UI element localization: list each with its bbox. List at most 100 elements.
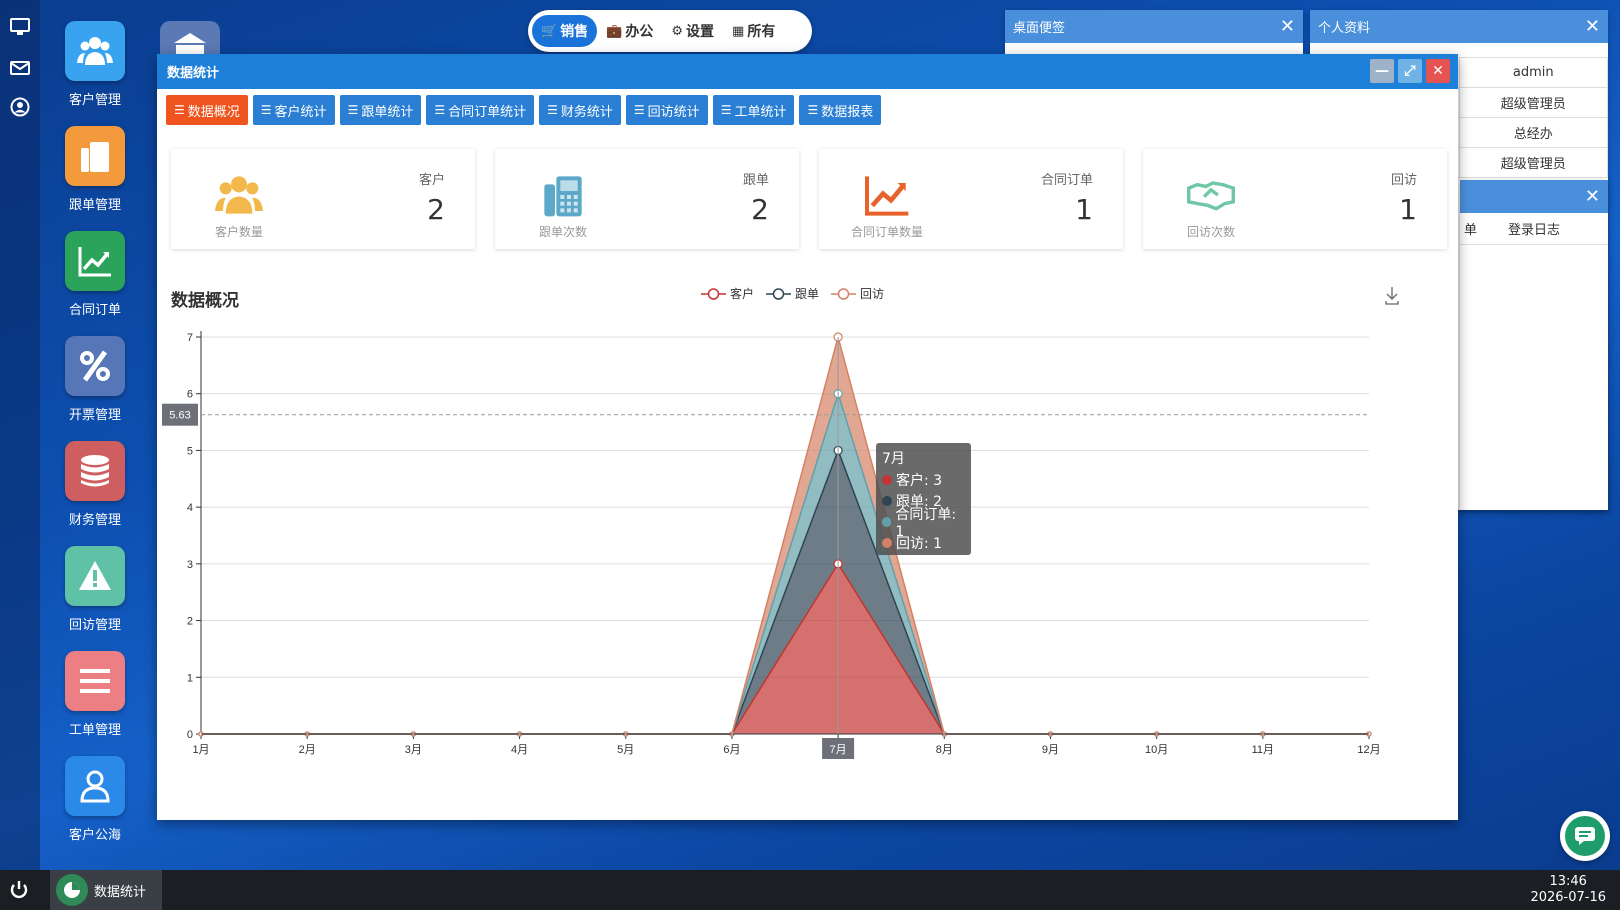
mail-icon[interactable]: [10, 58, 30, 78]
tab-7[interactable]: ☰ 工单统计: [712, 95, 795, 125]
desktop-icon-3[interactable]: 合同订单: [62, 231, 128, 318]
users-icon: [65, 21, 125, 81]
tab-4[interactable]: ☰ 合同订单统计: [426, 95, 535, 125]
log-tab-orders[interactable]: 单: [1464, 223, 1478, 238]
tab-3[interactable]: ☰ 跟单统计: [339, 95, 422, 125]
y-tick-label: 3: [187, 559, 193, 571]
users-icon: [211, 171, 267, 221]
tooltip-title: 7月: [882, 451, 905, 467]
tooltip-dot: [882, 495, 892, 506]
desktop-icon-label: 客户公海: [68, 828, 121, 843]
y-tick-label: 6: [187, 389, 193, 401]
tab-1[interactable]: ☰ 数据概况: [166, 95, 248, 125]
power-icon[interactable]: [8, 879, 30, 901]
crosshair-label-box: [162, 403, 198, 426]
close-icon[interactable]: ✕: [1584, 186, 1600, 207]
warning-icon: [65, 546, 125, 606]
desktop-icon-5[interactable]: 财务管理: [62, 441, 128, 528]
list-icon: ☰: [434, 103, 446, 117]
legend-item[interactable]: 回访: [831, 285, 884, 302]
menu-settings[interactable]: ⚙ 设置: [671, 23, 715, 41]
log-tab-login[interactable]: 登录日志: [1508, 223, 1561, 238]
user-circle-icon[interactable]: [10, 97, 30, 117]
desktop-icon-6[interactable]: 回访管理: [62, 546, 128, 633]
area-chart: 0 1 2 3 4 5 6 7 1月 2月 3月 4月 5月 6月 7月 8月 9月 10月 11月 12月 5.63: [162, 287, 1399, 759]
summary-card-3: 合同订单数量 合同订单 1: [819, 149, 1123, 249]
maximize-button[interactable]: ⤢: [1398, 59, 1422, 83]
notes-panel-header[interactable]: 桌面便签 ✕: [1005, 10, 1303, 43]
desktop-icon-label: 回访管理: [68, 618, 121, 633]
legend-item[interactable]: 客户: [701, 285, 754, 302]
window-titlebar[interactable]: 数据统计 — ⤢ ✕: [157, 54, 1458, 89]
handshake-icon: [1183, 171, 1239, 221]
desktop-icon-1[interactable]: 客户管理: [62, 21, 128, 108]
list-icon: ☰: [633, 103, 645, 117]
grid-icon: ▦: [732, 23, 745, 39]
menu-office[interactable]: 💼 办公: [606, 23, 654, 41]
list-icon: ☰: [547, 103, 558, 117]
clock: 13:46 2026-07-16: [1530, 874, 1606, 906]
card-subtitle: 合同订单数量: [850, 225, 923, 239]
close-icon[interactable]: ✕: [1279, 16, 1295, 37]
x-tick-label: 10月: [1145, 744, 1168, 756]
card-title: 跟单: [742, 173, 769, 188]
menu-sales[interactable]: 🛒 销售: [532, 15, 598, 47]
tooltip-row: 回访: 1: [882, 532, 965, 553]
briefcase-icon: 💼: [606, 23, 623, 39]
list-icon: ☰: [347, 103, 359, 117]
taskbar-item-stats[interactable]: 数据统计: [50, 870, 162, 910]
close-button[interactable]: ✕: [1426, 59, 1450, 83]
x-tick-label: 2月: [299, 744, 316, 756]
tooltip-text: 回访: 1: [896, 535, 943, 552]
chart-line-icon: [859, 171, 915, 221]
profile-panel-header[interactable]: 个人资料 ✕: [1310, 10, 1608, 43]
x-tick-label: 12月: [1357, 744, 1380, 756]
x-tick-label: 4月: [511, 744, 528, 756]
tab-label: 合同订单统计: [448, 104, 527, 120]
menu-all[interactable]: ▦ 所有: [732, 23, 776, 41]
chart-line-icon: [65, 231, 125, 291]
tab-8[interactable]: ☰ 数据报表: [799, 95, 882, 125]
stats-window: 数据统计 — ⤢ ✕ ☰ 数据概况 ☰ 客户统计 ☰ 跟单统计 ☰ 合同订单统计 ☰ 财务统计 ☰ 回…: [157, 54, 1458, 820]
list-icon: ☰: [720, 103, 732, 117]
log-panel: ✕ 单 登录日志: [1460, 180, 1608, 510]
desktop-icon-8[interactable]: 客户公海: [62, 756, 128, 843]
chat-icon: [1565, 816, 1605, 856]
tooltip-dot: [882, 516, 892, 527]
log-panel-header[interactable]: ✕: [1460, 180, 1608, 213]
minimize-button[interactable]: —: [1370, 59, 1394, 83]
window-body: ☰ 数据概况 ☰ 客户统计 ☰ 跟单统计 ☰ 合同订单统计 ☰ 财务统计 ☰ 回访统计 ☰ 工单统计 ☰ 数据…: [161, 89, 1454, 816]
desktop-icon-7[interactable]: 工单管理: [62, 651, 128, 738]
card-value: 2: [751, 193, 769, 226]
profile-role: 超级管理员: [1458, 87, 1608, 118]
desktop-icon-2[interactable]: 跟单管理: [62, 126, 128, 213]
list-icon: [65, 651, 125, 711]
taskbar: 数据统计 13:46 2026-07-16: [0, 870, 1620, 910]
tooltip-text: 客户: 3: [896, 472, 943, 489]
tab-label: 数据概况: [187, 104, 240, 120]
tab-6[interactable]: ☰ 回访统计: [625, 95, 708, 125]
tab-label: 财务统计: [560, 104, 613, 120]
taskbar-item-label: 数据统计: [94, 884, 147, 900]
y-tick-label: 5: [187, 445, 193, 457]
x-tick-label: 11月: [1252, 744, 1274, 756]
chart-tooltip: 7月 客户: 3 跟单: 2 合同订单: 1 回访: 1: [876, 443, 971, 555]
tooltip-row: 合同订单: 1: [882, 507, 965, 540]
monitor-icon[interactable]: [10, 17, 30, 37]
tooltip-text: 合同订单: 1: [895, 506, 957, 540]
legend-label: 客户: [730, 287, 755, 301]
chart-legend: 客户 跟单 回访: [701, 285, 884, 302]
top-menu: 🛒 销售 💼 办公 ⚙ 设置 ▦ 所有: [528, 10, 812, 52]
summary-cards: 客户数量 客户 2 跟单次数 跟单 2 合同订单数量 合同订单 1 回访次数 回访 1: [171, 149, 1447, 249]
tab-5[interactable]: ☰ 财务统计: [539, 95, 621, 125]
card-subtitle: 回访次数: [1186, 225, 1235, 239]
download-icon[interactable]: [1385, 287, 1399, 305]
card-title: 客户: [418, 173, 445, 188]
tab-2[interactable]: ☰ 客户统计: [252, 95, 335, 125]
tooltip-dot: [882, 474, 892, 485]
chat-button[interactable]: [1560, 811, 1610, 861]
close-icon[interactable]: ✕: [1584, 16, 1600, 37]
desktop-icon-4[interactable]: 开票管理: [62, 336, 128, 423]
legend-item[interactable]: 跟单: [766, 285, 819, 302]
tab-label: 回访统计: [647, 104, 700, 120]
